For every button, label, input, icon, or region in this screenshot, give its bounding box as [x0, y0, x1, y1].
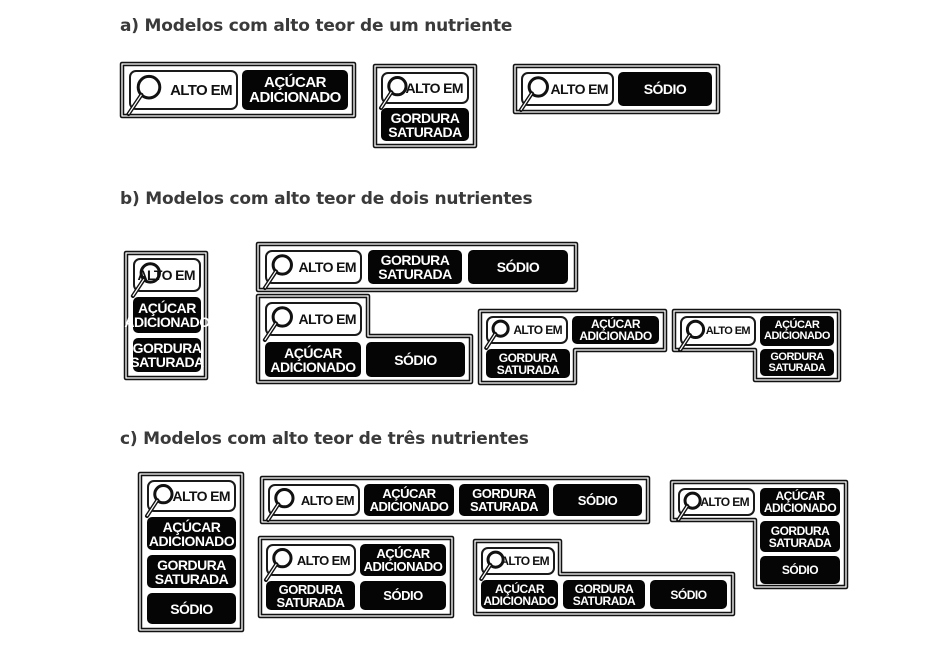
alto-em-box: ALTO EM	[518, 72, 614, 112]
alto-em-box: ALTO EM	[263, 544, 356, 582]
nutrient-box: GORDURA SATURADA	[459, 484, 549, 516]
label-frame-inner-line	[259, 537, 453, 617]
section-c-title: c) Modelos com alto teor de três nutrien…	[120, 429, 529, 449]
nutrient-box: GORDURA SATURADA	[130, 338, 204, 372]
alto-em-box: ALTO EM	[378, 72, 469, 110]
nutrient-box: GORDURA SATURADA	[563, 580, 645, 609]
magnifier-icon	[144, 484, 174, 518]
alto-em-text: ALTO EM	[705, 325, 751, 337]
label-frame-inner-line	[257, 295, 472, 383]
magnifier-icon	[479, 550, 505, 581]
nutrient-box: GORDURA SATURADA	[368, 250, 462, 284]
alto-em-text: ALTO EM	[172, 488, 230, 504]
label-frame-inner-line	[257, 243, 577, 291]
alto-em-box: ALTO EM	[262, 302, 362, 342]
alto-em-box: ALTO EM	[676, 488, 755, 522]
nutrient-box: SÓDIO	[553, 484, 642, 516]
nutrient-box: SÓDIO	[618, 72, 712, 106]
nutrient-box: GORDURA SATURADA	[486, 349, 570, 378]
nutrient-box: SÓDIO	[468, 250, 568, 284]
nutrient-box: GORDURA SATURADA	[147, 555, 236, 588]
alto-em-box: ALTO EM	[678, 316, 756, 352]
label-frame-inner-line	[121, 63, 355, 117]
magnifier-icon	[484, 319, 510, 350]
nutrient-box: SÓDIO	[760, 556, 840, 584]
nutrient-box: AÇÚCAR ADICIONADO	[265, 342, 361, 377]
alto-em-text: ALTO EM	[500, 554, 549, 568]
label-frame-inner-line	[139, 473, 243, 631]
label-frame-inner-line	[514, 65, 719, 113]
nutrient-box: GORDURA SATURADA	[266, 581, 355, 610]
label-frame-inner-line	[673, 310, 840, 381]
alto-em-text: ALTO EM	[137, 267, 195, 283]
alto-em-text: ALTO EM	[298, 259, 356, 275]
label-frame-inner-line	[479, 310, 666, 384]
magnifier-icon	[678, 319, 706, 352]
nutrient-box: AÇÚCAR ADICIONADO	[124, 297, 210, 333]
nutrient-box: AÇÚCAR ADICIONADO	[572, 316, 659, 344]
magnifier-icon	[265, 488, 295, 522]
alto-em-text: ALTO EM	[550, 81, 608, 97]
nutrient-box: AÇÚCAR ADICIONADO	[147, 517, 236, 550]
alto-em-text: ALTO EM	[300, 492, 355, 508]
alto-em-box: ALTO EM	[265, 484, 360, 522]
alto-em-box: ALTO EM	[262, 250, 362, 290]
alto-em-box: ALTO EM	[126, 70, 238, 116]
magnifier-icon	[262, 306, 293, 342]
label-frame-inner-line	[261, 477, 649, 523]
nutrient-box: SÓDIO	[366, 342, 465, 377]
section-a-title: a) Modelos com alto teor de um nutriente	[120, 16, 513, 36]
alto-em-text: ALTO EM	[170, 81, 233, 99]
magnifier-icon	[263, 548, 293, 582]
nutrient-box: AÇÚCAR ADICIONADO	[360, 544, 446, 576]
magnifier-icon	[676, 491, 702, 522]
alto-em-box: ALTO EM	[484, 316, 568, 350]
nutrient-box: SÓDIO	[360, 581, 446, 610]
nutrient-box: AÇÚCAR ADICIONADO	[760, 316, 834, 346]
label-frame-inner-line	[474, 540, 734, 615]
alto-em-text: ALTO EM	[405, 80, 463, 96]
magnifier-icon	[378, 76, 408, 110]
magnifier-icon	[130, 262, 161, 298]
nutrient-box: GORDURA SATURADA	[381, 108, 469, 141]
alto-em-box: ALTO EM	[130, 258, 201, 298]
nutrient-box: AÇÚCAR ADICIONADO	[760, 488, 840, 516]
alto-em-text: ALTO EM	[700, 495, 749, 509]
magnifier-icon	[262, 254, 293, 290]
label-frame-inner-line	[671, 481, 847, 588]
alto-em-box: ALTO EM	[479, 547, 555, 581]
alto-em-text: ALTO EM	[513, 323, 562, 337]
magnifier-icon	[518, 76, 549, 112]
label-frame-inner-line	[125, 252, 207, 379]
nutrient-box: GORDURA SATURADA	[760, 521, 840, 552]
magnifier-icon	[126, 74, 162, 116]
alto-em-text: ALTO EM	[298, 311, 356, 327]
alto-em-text: ALTO EM	[296, 552, 351, 568]
section-b-title: b) Modelos com alto teor de dois nutrien…	[120, 189, 533, 209]
label-frame-inner-line	[374, 65, 476, 147]
alto-em-box: ALTO EM	[144, 480, 236, 518]
nutrient-box: AÇÚCAR ADICIONADO	[364, 484, 454, 516]
nutrient-box: GORDURA SATURADA	[760, 349, 834, 376]
nutrient-box: SÓDIO	[650, 580, 727, 609]
nutrient-box: AÇÚCAR ADICIONADO	[242, 70, 348, 110]
nutrient-box: AÇÚCAR ADICIONADO	[481, 580, 558, 609]
nutrient-box: SÓDIO	[147, 593, 236, 624]
